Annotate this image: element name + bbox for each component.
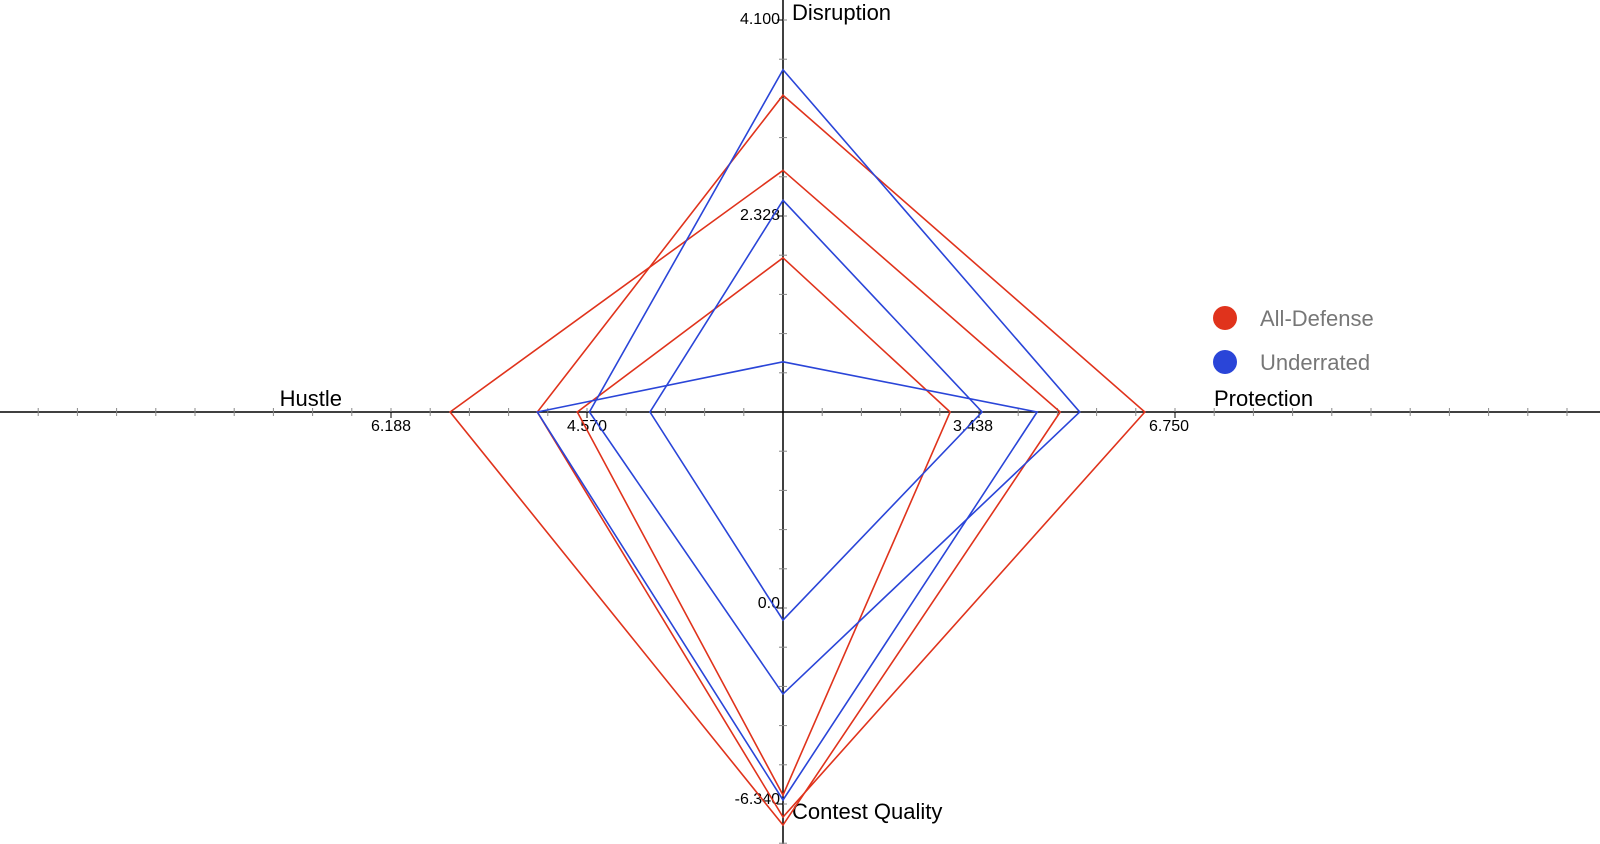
tick-label: 4.570 bbox=[567, 418, 607, 435]
axis-name: Protection bbox=[1214, 386, 1313, 411]
legend-label: All-Defense bbox=[1260, 306, 1374, 331]
axis-name: Contest Quality bbox=[792, 799, 942, 824]
radar-polygon bbox=[448, 169, 1062, 827]
radar-polygon bbox=[536, 94, 1146, 819]
tick-label: 6.188 bbox=[371, 418, 411, 435]
legend-marker bbox=[1213, 306, 1237, 330]
legend-marker bbox=[1213, 350, 1237, 374]
tick-label: 6.750 bbox=[1149, 418, 1189, 435]
axis-name: Disruption bbox=[792, 0, 891, 25]
tick-label: 4.100 bbox=[740, 11, 780, 28]
radar-polygon bbox=[588, 68, 1081, 696]
radar-polygon bbox=[649, 198, 984, 622]
legend-label: Underrated bbox=[1260, 350, 1370, 375]
radar-polygon bbox=[536, 360, 1039, 802]
tick-label: -6.340 bbox=[735, 791, 780, 808]
radar-polygon bbox=[576, 256, 952, 797]
axis-name: Hustle bbox=[280, 386, 342, 411]
